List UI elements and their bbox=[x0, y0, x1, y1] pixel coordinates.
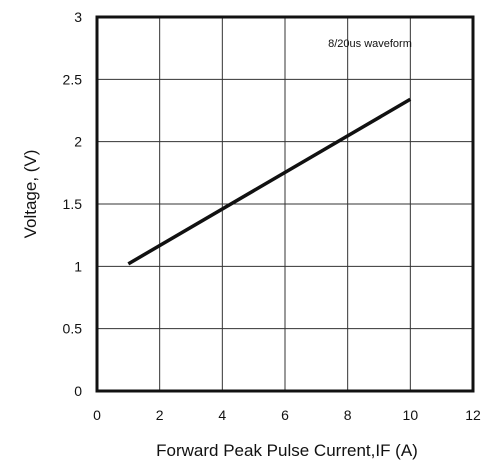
grid bbox=[97, 17, 473, 391]
x-axis-title: Forward Peak Pulse Current,IF (A) bbox=[156, 441, 418, 460]
x-tick-label: 6 bbox=[281, 407, 289, 423]
x-tick-label: 0 bbox=[93, 407, 101, 423]
y-tick-labels: 0 0.5 1 1.5 2 2.5 3 bbox=[63, 9, 83, 399]
series-layer bbox=[127, 97, 412, 266]
series-line bbox=[127, 97, 412, 266]
y-tick-label: 0 bbox=[74, 383, 82, 399]
y-tick-label: 0.5 bbox=[63, 321, 83, 337]
y-tick-label: 1.5 bbox=[63, 196, 83, 212]
x-tick-labels: 0 2 4 6 8 10 12 bbox=[93, 407, 481, 423]
x-tick-label: 12 bbox=[465, 407, 481, 423]
y-tick-label: 2 bbox=[74, 134, 82, 150]
x-tick-label: 10 bbox=[403, 407, 419, 423]
waveform-annotation: 8/20us waveform bbox=[328, 38, 412, 50]
y-tick-label: 3 bbox=[74, 9, 82, 25]
y-tick-label: 1 bbox=[74, 258, 82, 274]
y-axis-title: Voltage, (V) bbox=[21, 150, 40, 239]
x-tick-label: 4 bbox=[218, 407, 226, 423]
x-tick-label: 2 bbox=[156, 407, 164, 423]
x-tick-label: 8 bbox=[344, 407, 352, 423]
plot-frame bbox=[95, 15, 475, 393]
y-tick-label: 2.5 bbox=[63, 71, 83, 87]
